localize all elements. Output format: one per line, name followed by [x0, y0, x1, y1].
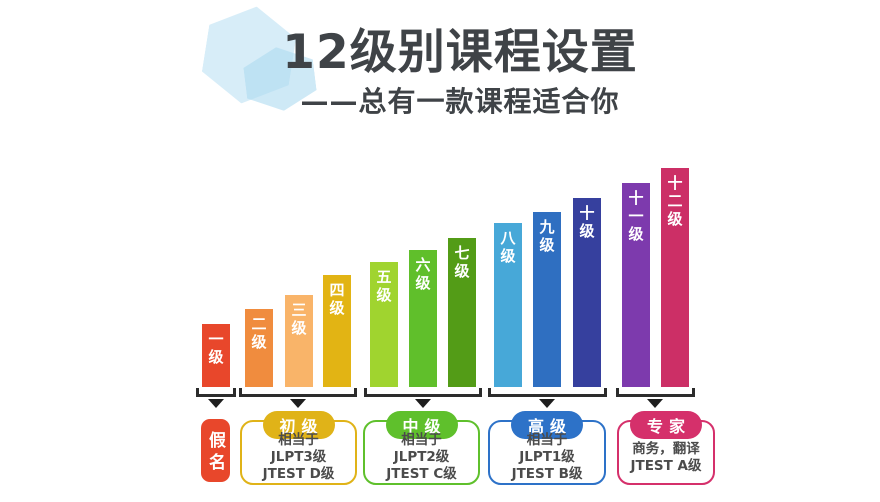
group-bracket: [196, 388, 236, 397]
equivalence-line: 相当于: [278, 432, 319, 448]
level-bar-label: 十级: [577, 205, 596, 241]
level-bar-label: 一级: [206, 331, 225, 367]
group-bracket: [239, 388, 357, 397]
level-bar-2: 二级: [245, 309, 273, 387]
level-bar-1: 一级: [202, 324, 230, 387]
equivalence-lines: 相当于 JLPT1级 JTEST B级: [490, 432, 604, 482]
level-bar-3: 三级: [285, 295, 313, 387]
equivalence-line: 相当于: [401, 432, 442, 448]
down-arrow-icon: [208, 399, 224, 408]
level-bar-label: 八级: [498, 230, 517, 266]
group-label-box-solid: 假名: [201, 419, 230, 482]
level-bar-label: 十二级: [665, 175, 684, 229]
group-label-pill: 专家: [629, 411, 703, 439]
equivalence-line: 相当于: [526, 432, 568, 448]
level-bar-9: 九级: [533, 212, 561, 387]
group-bracket: [488, 388, 607, 397]
group-info-box: 专家 商务，翻译 JTEST A级: [617, 411, 715, 485]
equivalence-line: JLPT2级: [393, 449, 450, 465]
level-bar-10: 十级: [573, 198, 601, 387]
equivalence-line: JTEST B级: [511, 466, 583, 482]
down-arrow-icon: [415, 399, 431, 408]
equivalence-line: JTEST D级: [262, 466, 335, 482]
level-bar-4: 四级: [323, 275, 351, 387]
level-bar-label: 七级: [452, 245, 471, 281]
level-bar-label: 三级: [289, 302, 308, 338]
group-info-box: 高级 相当于 JLPT1级 JTEST B级: [488, 411, 606, 485]
page-subtitle: ——总有一款课程适合你: [300, 85, 620, 119]
level-bar-6: 六级: [409, 250, 437, 387]
down-arrow-icon: [539, 399, 555, 408]
level-bar-11: 十一级: [622, 183, 650, 387]
level-bar-8: 八级: [494, 223, 522, 387]
level-bar-7: 七级: [448, 238, 476, 387]
level-bar-label: 六级: [413, 257, 432, 293]
group-label-pill: 初级: [262, 411, 335, 439]
header: 12级别课程设置 ——总有一款课程适合你: [180, 25, 740, 120]
equivalence-lines: 商务，翻译 JTEST A级: [619, 435, 713, 480]
equivalence-line: 商务，翻译: [632, 440, 700, 457]
group-info-box: 初级 相当于 JLPT3级 JTEST D级: [240, 411, 357, 485]
equivalence-line: JLPT1级: [519, 449, 575, 465]
group-label-pill: 中级: [385, 411, 458, 439]
equivalence-line: JTEST A级: [630, 457, 702, 474]
equivalence-line: JLPT3级: [270, 449, 327, 465]
level-bar-label: 四级: [327, 282, 346, 318]
level-bar-5: 五级: [370, 262, 398, 387]
down-arrow-icon: [647, 399, 663, 408]
group-label: 假名: [205, 430, 225, 475]
down-arrow-icon: [290, 399, 306, 408]
group-bracket: [616, 388, 695, 397]
equivalence-lines: 相当于 JLPT3级 JTEST D级: [242, 432, 355, 482]
equivalence-line: JTEST C级: [386, 466, 457, 482]
level-bar-label: 十一级: [626, 190, 645, 244]
level-bar-12: 十二级: [661, 168, 689, 387]
level-bar-label: 五级: [374, 269, 393, 305]
group-info-box: 中级 相当于 JLPT2级 JTEST C级: [363, 411, 480, 485]
group-bracket: [364, 388, 482, 397]
level-bar-label: 二级: [249, 316, 268, 352]
equivalence-lines: 相当于 JLPT2级 JTEST C级: [365, 432, 478, 482]
page-title: 12级别课程设置: [282, 25, 638, 80]
level-bar-label: 九级: [537, 219, 556, 255]
group-label-pill: 高级: [510, 411, 584, 439]
